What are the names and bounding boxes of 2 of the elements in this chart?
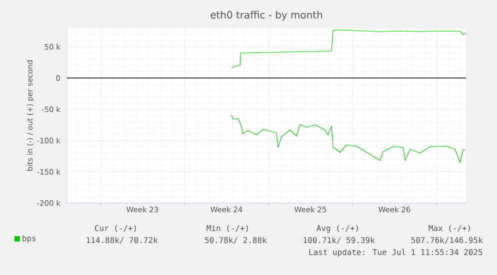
- chart-title: eth0 traffic - by month: [210, 10, 322, 21]
- line-series: [231, 114, 466, 163]
